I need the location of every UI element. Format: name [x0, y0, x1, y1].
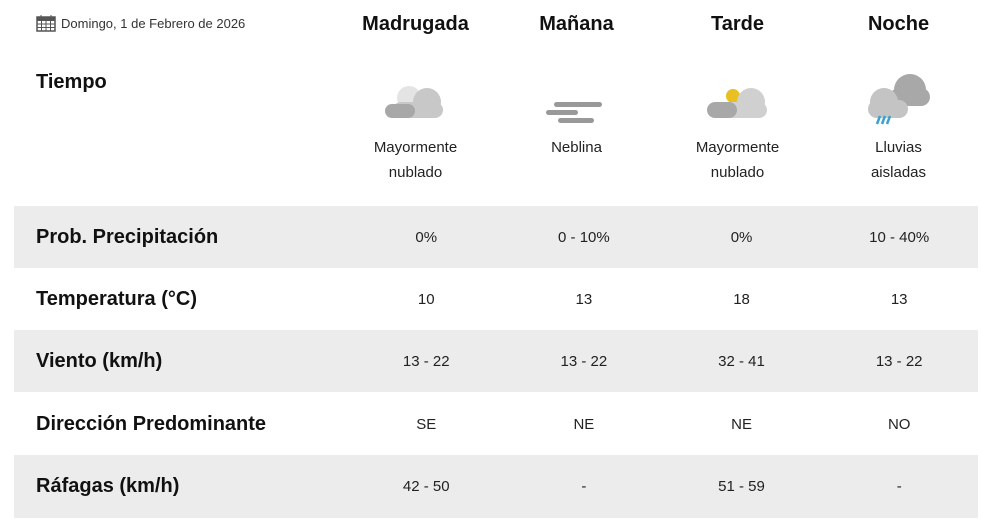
condition-line: aisladas — [870, 164, 927, 181]
condition-manana: Neblina — [496, 135, 657, 160]
date-header: Domingo, 1 de Febrero de 2026 — [36, 14, 245, 32]
cell: 13 - 22 — [402, 352, 450, 370]
cell: 13 — [575, 290, 593, 308]
cell: NO — [887, 415, 911, 433]
row-direction: Dirección Predominante SE NE NE NO — [14, 393, 978, 455]
cell: 0 - 10% — [558, 228, 610, 246]
cell: 13 - 22 — [560, 352, 608, 370]
cell: 0% — [730, 228, 753, 246]
row-label: Temperatura (°C) — [36, 287, 197, 310]
rain-showers-icon — [868, 74, 930, 125]
period-header-tarde: Tarde — [711, 13, 764, 35]
date-text: Domingo, 1 de Febrero de 2026 — [61, 15, 246, 31]
condition-line: Lluvias — [875, 139, 922, 156]
cell: - — [581, 478, 587, 495]
condition-line: nublado — [388, 164, 443, 181]
cell: 51 - 59 — [718, 478, 765, 495]
period-header-manana: Mañana — [539, 13, 614, 35]
cell: 32 - 41 — [718, 352, 765, 370]
condition-line: Mayormente — [373, 139, 458, 156]
cell: SE — [416, 415, 437, 433]
condition-tarde: Mayormente nublado — [657, 135, 818, 185]
partly-cloudy-day-icon — [707, 88, 767, 118]
cell: NE — [573, 415, 595, 433]
fog-icon — [546, 102, 602, 123]
calendar-icon — [36, 15, 56, 32]
cell: 42 - 50 — [402, 478, 450, 495]
period-header-madrugada: Madrugada — [362, 13, 469, 35]
row-label: Prob. Precipitación — [36, 225, 219, 248]
cell: NE — [731, 415, 752, 433]
cell: 13 - 22 — [875, 352, 923, 370]
cell: - — [896, 478, 902, 495]
row-gusts: Ráfagas (km/h) 42 - 50 - 51 - 59 - — [14, 455, 978, 518]
partly-cloudy-night-icon — [385, 86, 443, 118]
cell: 10 — [417, 290, 435, 308]
cell: 10 - 40% — [869, 228, 930, 246]
condition-line: Mayormente — [695, 139, 780, 156]
row-wind: Viento (km/h) 13 - 22 13 - 22 32 - 41 13 - … — [14, 330, 978, 392]
row-label: Ráfagas (km/h) — [36, 475, 180, 497]
weather-label: Tiempo — [36, 71, 107, 93]
condition-line: nublado — [710, 164, 765, 181]
row-label: Viento (km/h) — [36, 349, 163, 372]
condition-noche: Lluvias aisladas — [818, 135, 979, 185]
cell: 13 — [890, 290, 908, 308]
cell: 18 — [733, 290, 750, 308]
row-temperature: Temperatura (°C) 10 13 18 13 — [14, 268, 978, 330]
period-header-noche: Noche — [867, 13, 930, 35]
condition-madrugada: Mayormente nublado — [335, 135, 496, 185]
row-label: Dirección Predominante — [36, 412, 267, 435]
row-precipitation: Prob. Precipitación 0% 0 - 10% 0% 10 - 40% — [14, 206, 978, 268]
condition-line: Neblina — [551, 139, 602, 156]
cell: 0% — [415, 228, 438, 246]
